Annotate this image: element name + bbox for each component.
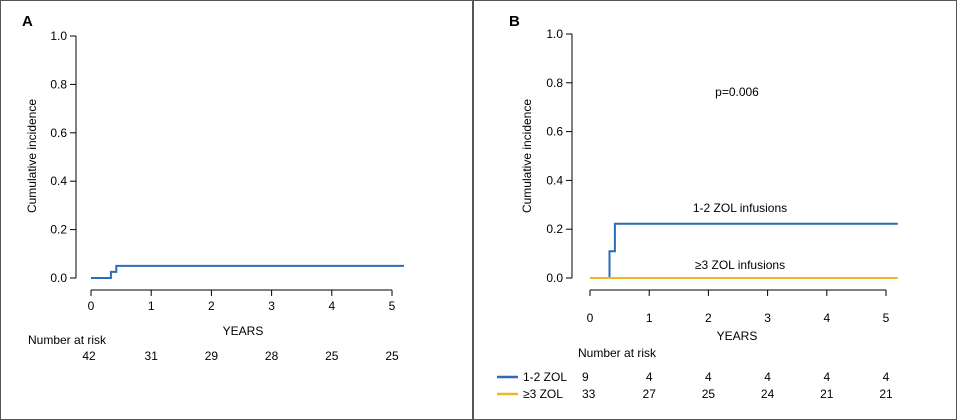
panel-a-xlabel: YEARS: [223, 324, 264, 338]
panel-a-ylabel: Cumulative incidence: [25, 99, 39, 213]
panel-b-risk-value: 4: [823, 370, 830, 384]
panel-b-label-low-zol: 1-2 ZOL infusions: [693, 201, 787, 215]
panel-b-pvalue: p=0.006: [715, 85, 759, 99]
panel-b-risk-value: 21: [879, 387, 893, 401]
panel-b-risk-value: 4: [705, 370, 712, 384]
panel-b-ytick-label: 0.6: [546, 125, 563, 139]
panel-a-risk-title: Number at risk: [28, 333, 107, 347]
panel-a-ytick-label: 0.4: [50, 174, 67, 188]
panel-a-xtick-label: 0: [88, 299, 95, 313]
panel-b-risk-row-label: ≥3 ZOL: [523, 387, 563, 401]
panel-b-risk-value: 27: [643, 387, 657, 401]
panel-b-ytick-label: 0.8: [546, 76, 563, 90]
panel-b-xtick-label: 3: [764, 311, 771, 325]
panel-a-chart: Cumulative incidence YEARS Number at ris…: [25, 29, 404, 363]
panel-a-xtick-label: 1: [148, 299, 155, 313]
panel-b-risk-value: 4: [764, 370, 771, 384]
panel-a-risk-value: 31: [145, 349, 159, 363]
panel-b-risk-value: 4: [646, 370, 653, 384]
panel-a-series-1-curve: [91, 264, 404, 279]
panel-a-risk-value: 28: [265, 349, 279, 363]
panel-a-xtick-label: 3: [268, 299, 275, 313]
panel-b-ytick-label: 0.2: [546, 222, 563, 236]
panel-a-xtick-label: 4: [328, 299, 335, 313]
panel-a-ytick-label: 0.0: [50, 271, 67, 285]
panel-b-xtick-label: 2: [705, 311, 712, 325]
panel-b-ytick-label: 1.0: [546, 27, 563, 41]
panel-a-letter: A: [22, 13, 33, 30]
panel-b-risk-row-label: 1-2 ZOL: [523, 370, 567, 384]
panel-b-xtick-label: 1: [646, 311, 653, 325]
panel-a-ytick-label: 0.2: [50, 223, 67, 237]
panel-a-frame: [0, 0, 473, 420]
panel-b-label-high-zol: ≥3 ZOL infusions: [695, 258, 785, 272]
panel-b-xtick-label: 0: [587, 311, 594, 325]
panel-a-risk-value: 25: [385, 349, 399, 363]
panel-a-xtick-label: 2: [208, 299, 215, 313]
panel-b-risk-value: 4: [883, 370, 890, 384]
panel-a-risk-value: 29: [205, 349, 219, 363]
panel-b-risk-value: 9: [582, 370, 589, 384]
panel-a-ytick-label: 0.6: [50, 126, 67, 140]
panel-b-risk-value: 21: [820, 387, 834, 401]
panel-b-risk-value: 24: [761, 387, 775, 401]
panel-b-risk-value: 25: [702, 387, 716, 401]
panel-b-ytick-label: 0.0: [546, 271, 563, 285]
panel-b-ylabel: Cumulative incidence: [520, 99, 534, 213]
panel-b-risk-value: 33: [582, 387, 596, 401]
panel-b-risk-title: Number at risk: [578, 346, 657, 360]
panel-b-xtick-label: 4: [823, 311, 830, 325]
panel-b-xtick-label: 5: [883, 311, 890, 325]
panel-b-ytick-label: 0.4: [546, 173, 563, 187]
panel-a-ytick-label: 1.0: [50, 29, 67, 43]
panel-a-ytick-label: 0.8: [50, 77, 67, 91]
panel-a-risk-value: 42: [82, 349, 96, 363]
panel-a-risk-value: 25: [325, 349, 339, 363]
panel-b-xlabel: YEARS: [717, 329, 758, 343]
panel-b-letter: B: [509, 13, 520, 30]
panel-b-chart: Cumulative incidence YEARS Number at ris…: [497, 27, 898, 401]
panel-a-xtick-label: 5: [389, 299, 396, 313]
